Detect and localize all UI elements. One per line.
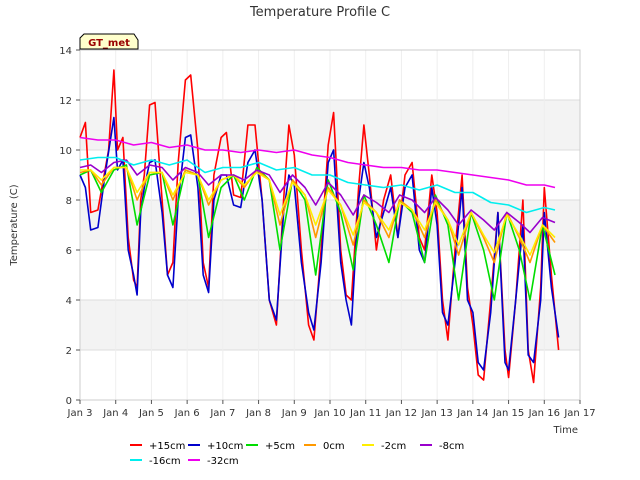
gt-met-badge: GT_met <box>79 33 139 50</box>
legend-label: +10cm <box>207 441 243 452</box>
legend-item: +15cm <box>130 441 185 452</box>
x-tick-label: Jan 8 <box>245 408 271 419</box>
x-tick-label: Jan 7 <box>209 408 235 419</box>
chart-title: Temperature Profile C <box>249 5 390 20</box>
legend-item: -8cm <box>420 441 464 452</box>
y-axis-label: Temperature (C) <box>9 184 20 266</box>
y-tick-label: 14 <box>59 46 72 57</box>
x-tick-label: Jan 9 <box>281 408 307 419</box>
legend-item: -32cm <box>188 456 239 467</box>
legend-item: -16cm <box>130 456 181 467</box>
x-tick-label: Jan 13 <box>420 408 452 419</box>
legend-item: 0cm <box>304 441 345 452</box>
y-tick-label: 0 <box>66 396 72 407</box>
y-axis: 0 2 4 6 8 10 12 14 <box>59 46 80 407</box>
x-tick-label: Jan 5 <box>138 408 164 419</box>
series-line-5 <box>79 159 556 234</box>
y-tick-label: 10 <box>59 146 72 157</box>
legend-label: -2cm <box>381 441 406 452</box>
legend-item: -2cm <box>362 441 406 452</box>
series-line-1 <box>79 116 560 371</box>
badge-label: GT_met <box>88 38 130 49</box>
x-axis: Jan 3 Jan 4 Jan 5 Jan 6 Jan 7 Jan 8 Jan 9 Jan 1… <box>67 400 596 419</box>
x-tick-label: Jan 14 <box>456 408 488 419</box>
legend-label: -32cm <box>207 456 239 467</box>
y-tick-label: 8 <box>66 196 72 207</box>
x-tick-label: Jan 10 <box>313 408 345 419</box>
x-tick-label: Jan 4 <box>102 408 128 419</box>
x-tick-label: Jan 3 <box>67 408 93 419</box>
x-tick-label: Jan 6 <box>174 408 200 419</box>
x-tick-label: Jan 15 <box>492 408 524 419</box>
x-axis-label: Time <box>553 425 578 436</box>
x-tick-label: Jan 17 <box>563 408 595 419</box>
y-tick-label: 6 <box>66 246 72 257</box>
series-line-0 <box>79 69 560 384</box>
series-line-6 <box>79 156 556 214</box>
series-line-7 <box>79 136 556 189</box>
legend-label: 0cm <box>323 441 345 452</box>
series-lines <box>79 69 560 384</box>
legend-label: +15cm <box>149 441 185 452</box>
x-tick-label: Jan 12 <box>385 408 417 419</box>
x-tick-label: Jan 11 <box>349 408 381 419</box>
y-tick-label: 12 <box>59 96 72 107</box>
y-tick-label: 2 <box>66 346 72 357</box>
legend-label: +5cm <box>265 441 295 452</box>
series-line-4 <box>80 166 556 256</box>
legend-item: +5cm <box>246 441 295 452</box>
legend-label: -16cm <box>149 456 181 467</box>
legend-label: -8cm <box>439 441 464 452</box>
legend-item: +10cm <box>188 441 243 452</box>
series-line-2 <box>79 164 556 301</box>
y-tick-label: 4 <box>66 296 72 307</box>
legend: +15cm +10cm +5cm 0cm -2cm -8cm -16cm -32cm <box>130 441 464 467</box>
badge-shape <box>79 33 139 50</box>
x-tick-label: Jan 16 <box>528 408 560 419</box>
